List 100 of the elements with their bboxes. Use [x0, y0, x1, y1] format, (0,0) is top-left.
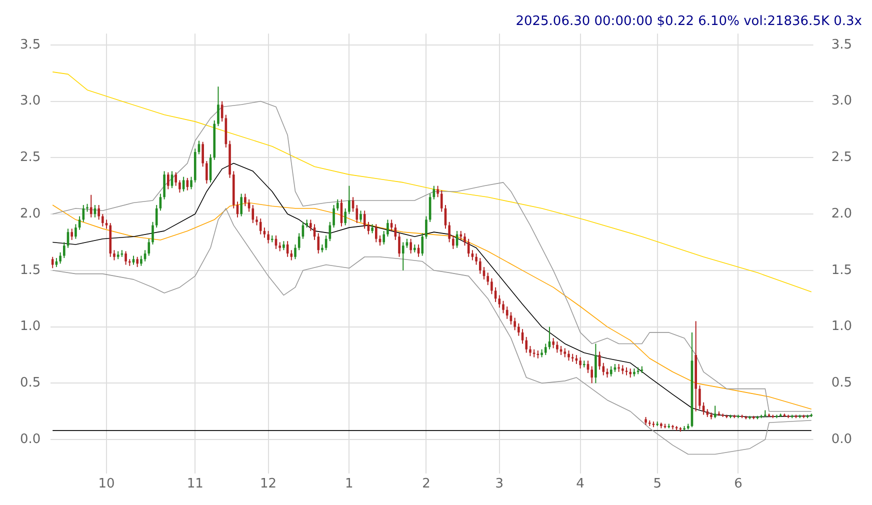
candlestick — [440, 190, 443, 212]
candlestick — [113, 250, 116, 261]
candlestick — [402, 242, 404, 271]
candlestick — [336, 198, 339, 212]
candlestick — [55, 258, 58, 268]
y2-tick-label: 1.5 — [831, 262, 852, 278]
candlestick — [244, 193, 246, 207]
y-tick-label: 2.0 — [20, 206, 41, 222]
candlestick — [556, 340, 558, 354]
candlestick — [310, 219, 312, 232]
y-tick-label: 1.5 — [20, 262, 41, 278]
candlestick — [178, 180, 181, 194]
candlestick — [356, 204, 358, 224]
candlestick — [140, 255, 142, 266]
y-tick-label: 0.0 — [20, 432, 41, 447]
candlestick — [290, 250, 293, 261]
candlestick — [502, 300, 504, 314]
candlestick — [610, 366, 612, 377]
candlestick — [529, 345, 532, 357]
candlestick — [464, 232, 466, 246]
candlestick — [167, 172, 170, 190]
y2-tick-label: 3.5 — [831, 37, 852, 52]
candlestick — [622, 364, 624, 375]
candlestick — [155, 204, 158, 228]
candlestick — [259, 218, 262, 235]
candlestick — [51, 256, 54, 269]
candlestick — [552, 338, 554, 349]
y-tick-label: 1.0 — [20, 319, 41, 334]
candlestick — [332, 204, 335, 228]
candlestick — [594, 343, 597, 384]
x-tick-label: 2 — [422, 476, 430, 492]
candlestick — [132, 255, 135, 266]
candlestick — [406, 238, 408, 248]
candlestick — [263, 227, 266, 238]
candlestick — [240, 193, 242, 217]
candlestick — [702, 402, 705, 416]
candlestick — [448, 221, 450, 243]
x-tick-label: 6 — [734, 476, 742, 492]
candlestick — [124, 250, 127, 266]
candlestick — [278, 242, 282, 252]
candlestick — [267, 230, 270, 244]
candlestick — [190, 176, 192, 190]
candlestick — [298, 232, 300, 251]
x-tick-label: 11 — [186, 476, 204, 492]
candlestick — [344, 208, 346, 226]
candlestick — [506, 306, 508, 320]
candlestick — [714, 405, 716, 419]
x-tick-label: 12 — [260, 476, 277, 492]
y-tick-label: 3.5 — [20, 37, 41, 52]
x-tick-label: 3 — [495, 476, 504, 492]
candlestick — [478, 258, 482, 274]
chart-title: 2025.06.30 00:00:00 $0.22 6.10% vol:21836.5K 0.3x — [516, 14, 862, 30]
candlestick — [102, 214, 104, 227]
candlestick — [525, 336, 528, 354]
candlestick — [136, 256, 138, 268]
candlestick — [348, 185, 350, 215]
candlestick — [579, 356, 582, 370]
candlestick — [317, 232, 320, 254]
candlestick — [98, 204, 100, 220]
candlestick — [163, 170, 166, 200]
x-tick-label: 10 — [98, 476, 115, 492]
candlestick — [386, 219, 389, 238]
candlestick — [475, 253, 478, 266]
y-tick-label: 2.5 — [20, 150, 41, 166]
y2-tick-label: 1.0 — [831, 319, 852, 334]
candlestick — [590, 366, 594, 384]
x-tick-label: 1 — [345, 476, 354, 492]
candlestick — [425, 216, 428, 240]
y-tick-label: 0.5 — [20, 376, 41, 391]
y2-tick-label: 3.0 — [831, 94, 852, 109]
candlestick — [206, 160, 208, 184]
candlestick — [174, 172, 178, 186]
candlestick — [486, 272, 490, 286]
candlestick — [602, 362, 605, 376]
y-tick-label: 3.0 — [20, 94, 41, 109]
candlestick — [59, 252, 62, 264]
candlestick — [629, 368, 632, 378]
candlestick — [410, 238, 412, 254]
candlestick — [252, 204, 254, 224]
candlestick — [606, 368, 608, 378]
candlestick — [564, 348, 566, 358]
candlestick — [217, 86, 220, 127]
candlestick — [256, 216, 258, 226]
candlestick — [398, 232, 400, 258]
y2-tick-label: 2.0 — [831, 206, 852, 222]
candlestick — [382, 230, 386, 245]
candlestick — [202, 141, 204, 168]
candlestick — [698, 384, 701, 410]
x-tick-label: 5 — [653, 476, 662, 492]
candlestick — [282, 240, 285, 251]
candlestick — [436, 185, 439, 198]
candlestick — [90, 194, 92, 218]
candlestick — [152, 221, 154, 245]
candlestick — [544, 343, 547, 356]
candlestick — [452, 234, 454, 250]
candlestick — [74, 224, 77, 240]
candlestick — [374, 224, 378, 243]
candlestick — [294, 244, 296, 260]
y2-tick-label: 0.0 — [831, 432, 852, 447]
candlestick — [360, 210, 362, 222]
